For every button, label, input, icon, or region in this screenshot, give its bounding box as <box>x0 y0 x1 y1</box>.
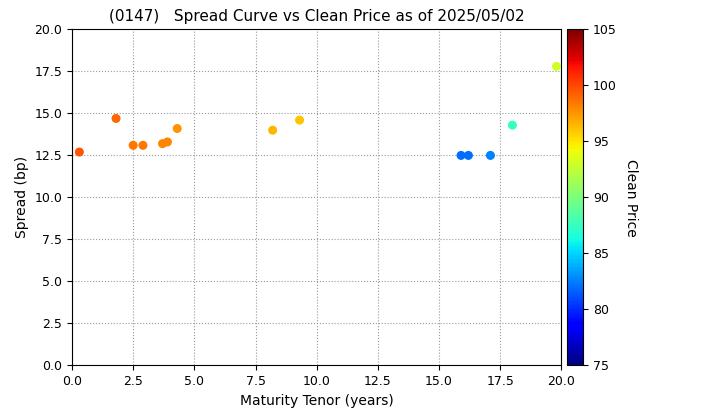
Point <box>267 127 279 134</box>
X-axis label: Maturity Tenor (years): Maturity Tenor (years) <box>240 394 394 408</box>
Point <box>485 152 496 159</box>
Point <box>507 122 518 129</box>
Point <box>73 149 85 155</box>
Y-axis label: Clean Price: Clean Price <box>624 158 638 236</box>
Point <box>463 152 474 159</box>
Point <box>127 142 139 149</box>
Point <box>171 125 183 132</box>
Point <box>162 139 174 145</box>
Point <box>294 117 305 123</box>
Point <box>138 142 149 149</box>
Y-axis label: Spread (bp): Spread (bp) <box>15 156 29 239</box>
Point <box>455 152 467 159</box>
Point <box>157 140 168 147</box>
Title: (0147)   Spread Curve vs Clean Price as of 2025/05/02: (0147) Spread Curve vs Clean Price as of… <box>109 9 524 24</box>
Point <box>551 63 562 70</box>
Point <box>110 115 122 122</box>
